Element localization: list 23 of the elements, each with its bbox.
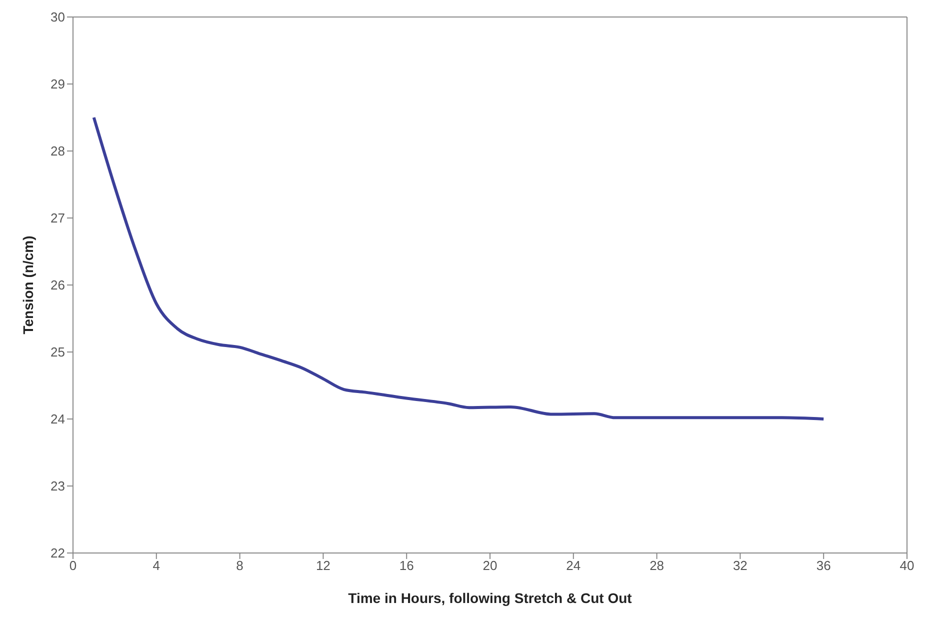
x-tick-label: 16 xyxy=(399,558,414,574)
x-tick-label: 20 xyxy=(482,558,498,574)
x-tick-label: 28 xyxy=(650,558,664,574)
x-tick-label: 4 xyxy=(152,558,160,574)
x-tick-label: 32 xyxy=(732,558,748,574)
y-tick-label: 27 xyxy=(50,210,65,226)
y-tick-label: 28 xyxy=(50,144,65,159)
line-series xyxy=(92,116,826,420)
y-tick-label: 22 xyxy=(50,546,65,561)
y-tick-label: 30 xyxy=(50,10,65,25)
y-tick-label: 23 xyxy=(50,478,65,494)
x-axis-title: Time in Hours, following Stretch & Cut Out xyxy=(348,590,632,606)
x-tick-label: 12 xyxy=(316,558,330,574)
y-axis-title: Tension (n/cm) xyxy=(20,236,36,334)
x-tick-label: 8 xyxy=(236,558,244,574)
x-tick-label: 36 xyxy=(816,558,831,574)
y-tick-label: 26 xyxy=(50,278,65,293)
y-tick-label: 25 xyxy=(50,344,65,360)
x-tick-label: 0 xyxy=(69,558,77,574)
y-tick-label: 29 xyxy=(50,76,65,92)
x-tick-label: 24 xyxy=(566,558,581,574)
x-tick-label: 40 xyxy=(900,558,914,574)
y-tick-label: 24 xyxy=(50,412,65,427)
